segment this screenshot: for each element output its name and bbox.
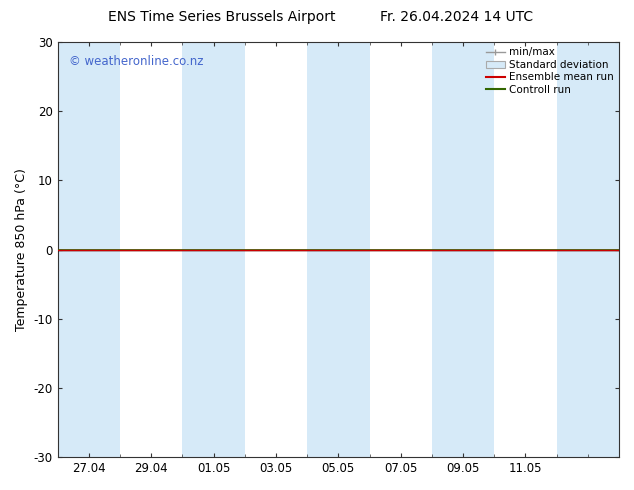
- Bar: [432, 42, 495, 457]
- Bar: [183, 42, 245, 457]
- Y-axis label: Temperature 850 hPa (°C): Temperature 850 hPa (°C): [15, 168, 28, 331]
- Text: Fr. 26.04.2024 14 UTC: Fr. 26.04.2024 14 UTC: [380, 10, 533, 24]
- Text: ENS Time Series Brussels Airport: ENS Time Series Brussels Airport: [108, 10, 335, 24]
- Bar: [557, 42, 619, 457]
- Text: © weatheronline.co.nz: © weatheronline.co.nz: [69, 54, 204, 68]
- Bar: [307, 42, 370, 457]
- Bar: [58, 42, 120, 457]
- Legend: min/max, Standard deviation, Ensemble mean run, Controll run: min/max, Standard deviation, Ensemble me…: [484, 45, 616, 97]
